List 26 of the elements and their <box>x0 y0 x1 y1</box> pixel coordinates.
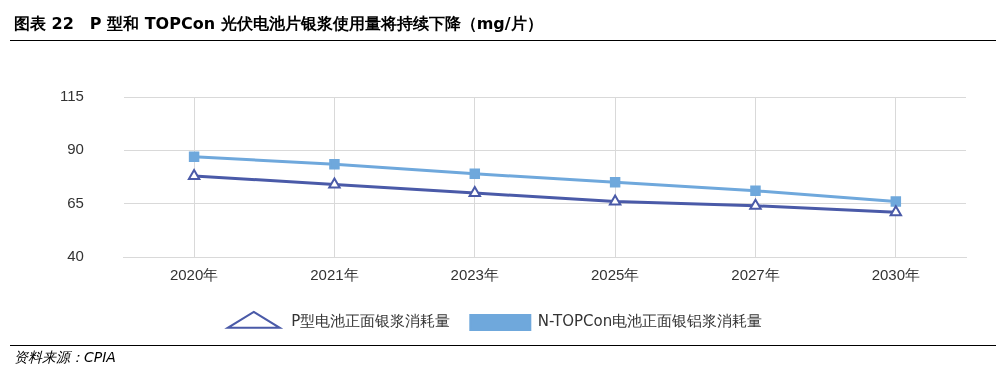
point <box>188 151 200 162</box>
point <box>749 198 762 210</box>
x-tick-label: 2020年 <box>169 266 219 284</box>
x-tick-label: 2030年 <box>871 266 921 284</box>
x-tick-label: 2021年 <box>310 266 359 284</box>
y-tick-label: 90 <box>67 140 84 158</box>
chart-title: 图表 22 P 型和 TOPCon 光伏电池片银浆使用量将持续下降（mg/片） <box>14 14 543 35</box>
x-tick-label: 2027年 <box>731 266 780 284</box>
x-tick-label: 2023年 <box>450 266 499 284</box>
point <box>608 194 622 206</box>
x-tick-label: 2025年 <box>590 266 640 284</box>
text: 资料来源：CPIA <box>14 349 116 367</box>
point <box>609 177 621 188</box>
point <box>329 158 340 170</box>
point <box>750 185 761 197</box>
point <box>890 196 902 207</box>
point <box>187 168 201 180</box>
point <box>889 205 903 217</box>
legend-label: N-TOPCon电池正面银铝浆消耗量 <box>537 312 763 331</box>
point <box>468 186 481 197</box>
point <box>328 177 341 189</box>
legend-label: P型电池正面银浆消耗量 <box>291 312 451 331</box>
y-tick-label: 115 <box>59 87 84 105</box>
y-tick-label: 65 <box>67 193 84 211</box>
point <box>469 168 481 180</box>
y-tick-label: 40 <box>67 247 84 265</box>
